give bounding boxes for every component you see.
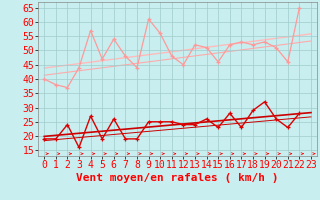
X-axis label: Vent moyen/en rafales ( km/h ): Vent moyen/en rafales ( km/h ): [76, 173, 279, 183]
